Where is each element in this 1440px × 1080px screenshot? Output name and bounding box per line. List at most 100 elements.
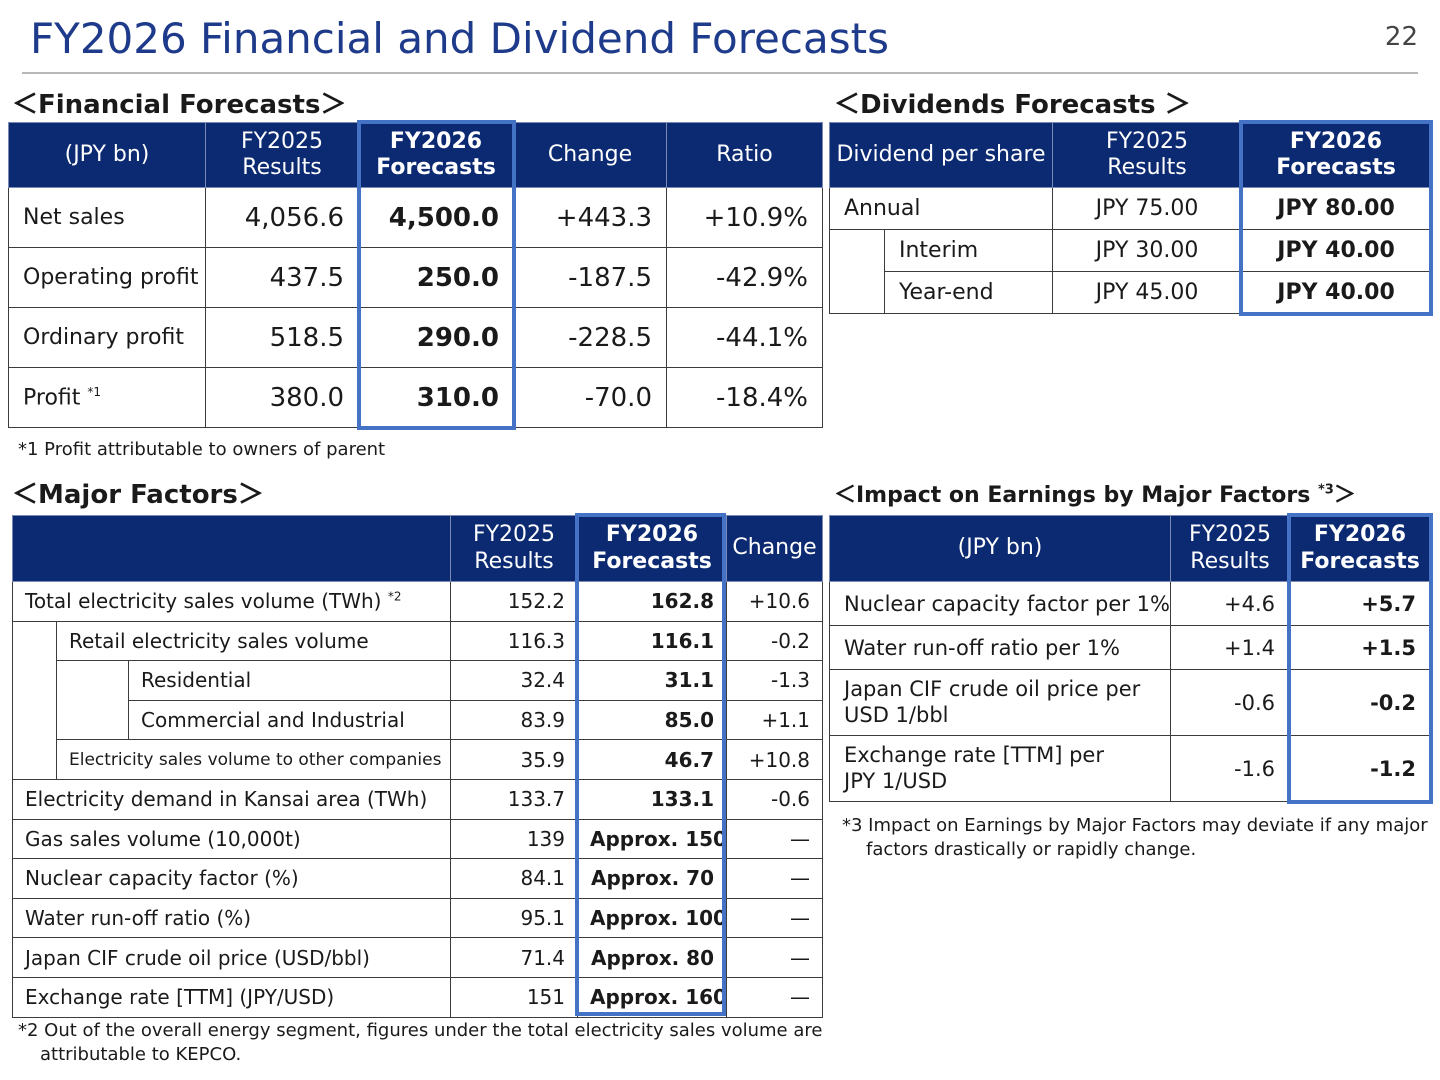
row-label: Profit *1 [8, 367, 206, 428]
ratio-cell: -18.4% [666, 367, 823, 428]
results-cell: 83.9 [450, 699, 579, 741]
page-title: FY2026 Financial and Dividend Forecasts [30, 14, 889, 63]
change-cell: +443.3 [513, 187, 667, 248]
ratio-cell: -42.9% [666, 247, 823, 308]
forecast-cell: 133.1 [577, 778, 728, 820]
table-row: Interim JPY 30.00 JPY 40.00 [829, 229, 1432, 314]
results-cell: 380.0 [205, 367, 359, 428]
results-cell: 84.1 [450, 858, 579, 899]
results-cell: +4.6 [1170, 581, 1290, 626]
results-cell: 4,056.6 [205, 187, 359, 248]
table-row: Ordinary profit 518.5 290.0 -228.5 -44.1… [8, 307, 823, 368]
header-results: FY2025 Results [1052, 122, 1243, 188]
header-forecasts: FY2026 Forecasts [1241, 122, 1432, 188]
results-cell: JPY 30.00 [1052, 229, 1243, 272]
forecast-cell: Approx. 150 [577, 818, 728, 860]
table-row: Water run-off ratio (%) 95.1 Approx. 100… [11, 897, 824, 939]
table-row: Net sales 4,056.6 4,500.0 +443.3 +10.9% [8, 187, 823, 248]
forecast-cell: 31.1 [577, 660, 728, 701]
row-label: Gas sales volume (10,000t) [11, 818, 452, 860]
row-label: Water run-off ratio (%) [11, 897, 452, 939]
row-label: Nuclear capacity factor per 1% [829, 581, 1171, 626]
results-cell: 152.2 [450, 581, 579, 622]
change-cell: +10.8 [726, 739, 824, 780]
financial-footnote: *1 Profit attributable to owners of pare… [18, 439, 386, 460]
table-row: Profit *1 380.0 310.0 -70.0 -18.4% [8, 367, 823, 428]
header-forecasts: FY2026 Forecasts [358, 122, 514, 188]
impact-section-title: ＜Impact on Earnings by Major Factors *3＞ [834, 482, 1356, 508]
results-cell: -0.6 [1170, 669, 1290, 736]
forecast-cell: 116.1 [577, 620, 728, 662]
change-cell: -0.6 [726, 778, 824, 820]
forecast-cell: 46.7 [577, 739, 728, 780]
forecast-cell: 162.8 [577, 581, 728, 622]
header-change: Change [513, 122, 667, 188]
forecast-cell: JPY 80.00 [1241, 187, 1432, 230]
row-label: Electricity demand in Kansai area (TWh) [11, 778, 452, 820]
header-results: FY2025 Results [450, 515, 579, 582]
header-results: FY2025 Results [205, 122, 359, 188]
forecast-cell: JPY 40.00 [1241, 271, 1432, 314]
indent-cell [56, 660, 129, 741]
table-row: Japan CIF crude oil price per USD 1/bbl -… [829, 669, 1431, 736]
change-cell: +1.1 [726, 699, 824, 741]
financial-header-row: (JPY bn) FY2025 Results FY2026 Forecasts C… [8, 122, 823, 188]
financial-section-title: ＜Financial Forecasts＞ [12, 90, 347, 120]
header-dividend-per-share: Dividend per share [828, 122, 1054, 188]
major-footnote: *2 Out of the overall energy segment, fi… [18, 1020, 823, 1066]
header-change: Change [726, 515, 824, 582]
footnote-marker: *3 [1317, 482, 1334, 498]
forecast-cell: Approx. 160 [577, 976, 728, 1018]
forecast-cell: 4,500.0 [358, 187, 514, 248]
change-cell: — [726, 818, 824, 860]
row-label: Net sales [8, 187, 206, 248]
impact-footnote: *3 Impact on Earnings by Major Factors m… [842, 815, 1428, 861]
header-blank [11, 515, 452, 582]
forecast-cell: Approx. 70 [577, 858, 728, 899]
ratio-cell: +10.9% [666, 187, 823, 248]
change-cell: — [726, 858, 824, 899]
change-cell: -187.5 [513, 247, 667, 308]
table-row: Gas sales volume (10,000t) 139 Approx. 1… [11, 818, 824, 860]
forecast-cell: +1.5 [1289, 625, 1431, 670]
table-row: Nuclear capacity factor per 1% +4.6 +5.7 [829, 581, 1431, 626]
forecast-cell: 85.0 [577, 699, 728, 741]
change-cell: -70.0 [513, 367, 667, 428]
table-row: Nuclear capacity factor (%) 84.1 Approx.… [11, 858, 824, 899]
change-cell: -228.5 [513, 307, 667, 368]
header-ratio: Ratio [666, 122, 823, 188]
dividends-table: Dividend per share FY2025 Results FY2026 F… [828, 122, 1432, 314]
header-forecasts: FY2026 Forecasts [1289, 515, 1431, 582]
results-cell: 116.3 [450, 620, 579, 662]
forecast-cell: -0.2 [1289, 669, 1431, 736]
footnote-marker: *1 [87, 384, 102, 399]
row-label: Japan CIF crude oil price per USD 1/bbl [829, 669, 1171, 736]
table-row: Annual JPY 75.00 JPY 80.00 [828, 187, 1432, 230]
row-label: Exchange rate [TTM] per JPY 1/USD [829, 735, 1171, 802]
table-row: Operating profit 437.5 250.0 -187.5 -42.… [8, 247, 823, 308]
table-row: Exchange rate [TTM] per JPY 1/USD -1.6 -1… [829, 735, 1431, 802]
change-cell: — [726, 976, 824, 1018]
results-cell: 151 [450, 976, 579, 1018]
table-row: Commercial and Industrial 83.9 85.0 +1.1 [13, 699, 824, 741]
forecast-cell: Approx. 80 [577, 937, 728, 978]
table-row: Year-end JPY 45.00 JPY 40.00 [830, 271, 1432, 314]
change-cell: -1.3 [726, 660, 824, 701]
impact-header-row: (JPY bn) FY2025 Results FY2026 Forecasts [829, 515, 1431, 582]
forecast-cell: -1.2 [1289, 735, 1431, 802]
table-row: Exchange rate [TTM] (JPY/USD) 151 Approx… [11, 976, 824, 1018]
indent-cell [12, 621, 57, 780]
change-cell: — [726, 937, 824, 978]
row-label: Water run-off ratio per 1% [829, 625, 1171, 670]
forecast-cell: JPY 40.00 [1241, 229, 1432, 272]
row-label: Annual [828, 187, 1054, 230]
major-section-title: ＜Major Factors＞ [12, 480, 264, 510]
change-cell: — [726, 897, 824, 939]
forecast-cell: Approx. 100 [577, 897, 728, 939]
row-label: Ordinary profit [8, 307, 206, 368]
row-label: Interim [883, 229, 1054, 272]
table-row: Retail electricity sales volume 116.3 11… [12, 620, 824, 780]
table-row: Electricity demand in Kansai area (TWh) … [11, 778, 824, 820]
header-unit: (JPY bn) [8, 122, 206, 188]
table-row: Residential 32.4 31.1 -1.3 [13, 660, 824, 741]
